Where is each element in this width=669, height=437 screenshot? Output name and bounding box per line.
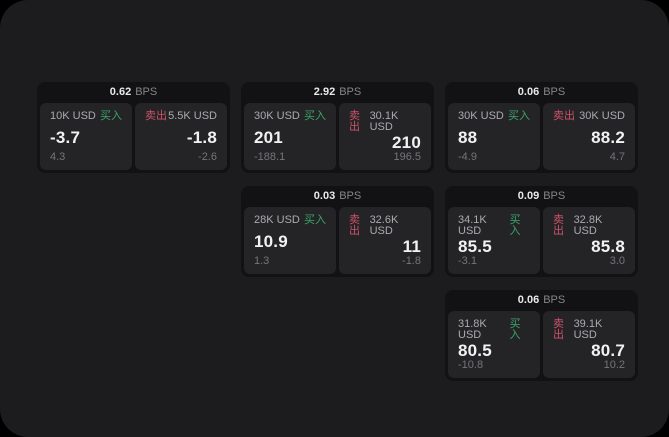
- sell-panel[interactable]: 卖出 30K USD 88.2 4.7: [543, 103, 635, 170]
- bps-unit-label: BPS: [339, 190, 362, 202]
- card-body: 28K USD 买入 10.9 1.3 卖出 32.6K USD 11 -1.8: [241, 207, 434, 277]
- card-body: 31.8K USD 买入 80.5 -10.8 卖出 39.1K USD 80.…: [445, 311, 638, 381]
- bps-value: 0.09: [517, 190, 540, 202]
- sell-sub-value: 10.2: [603, 359, 625, 371]
- card-header: 0.09 BPS: [445, 186, 638, 207]
- sell-label: 卖出: [145, 110, 167, 122]
- buy-label: 买入: [304, 214, 326, 226]
- quote-card-grid: 0.62 BPS 10K USD 买入 -3.7 4.3 卖出: [37, 82, 638, 381]
- sell-price: 85.8: [591, 237, 625, 256]
- buy-price: 10.9: [254, 231, 288, 251]
- buy-sub-value: -188.1: [254, 151, 286, 163]
- card-header: 2.92 BPS: [241, 82, 434, 103]
- quote-card: 0.03 BPS 28K USD 买入 10.9 1.3 卖出: [241, 186, 434, 277]
- buy-amount: 28K USD: [254, 214, 300, 226]
- sell-panel[interactable]: 卖出 30.1K USD 210 196.5: [339, 103, 431, 170]
- card-body: 10K USD 买入 -3.7 4.3 卖出 5.5K USD -1.8 -2.…: [37, 103, 230, 173]
- bps-unit-label: BPS: [135, 86, 158, 98]
- sell-amount: 30K USD: [579, 110, 625, 122]
- sell-label: 卖出: [349, 110, 360, 133]
- sell-panel[interactable]: 卖出 5.5K USD -1.8 -2.6: [135, 103, 227, 170]
- quote-card: 0.06 BPS 30K USD 买入 88 -4.9 卖出: [445, 82, 638, 173]
- card-body: 30K USD 买入 201 -188.1 卖出 30.1K USD 210 1…: [241, 103, 434, 173]
- buy-panel[interactable]: 31.8K USD 买入 80.5 -10.8: [448, 311, 540, 378]
- bps-value: 2.92: [313, 86, 336, 98]
- bps-value: 0.03: [313, 190, 336, 202]
- sell-price: 88.2: [591, 127, 625, 147]
- sell-sub-value: 4.7: [609, 151, 625, 163]
- sell-panel[interactable]: 卖出 39.1K USD 80.7 10.2: [543, 311, 635, 378]
- buy-panel[interactable]: 30K USD 买入 201 -188.1: [244, 103, 336, 170]
- buy-label: 买入: [100, 110, 122, 122]
- quote-card: 0.09 BPS 34.1K USD 买入 85.5 -3.1 卖出: [445, 186, 638, 277]
- card-header: 0.06 BPS: [445, 290, 638, 311]
- sell-amount: 32.6K USD: [369, 214, 399, 237]
- sell-sub-value: -1.8: [402, 255, 421, 267]
- sell-label: 卖出: [553, 318, 564, 341]
- card-header: 0.62 BPS: [37, 82, 230, 103]
- sell-panel[interactable]: 卖出 32.6K USD 11 -1.8: [339, 207, 431, 274]
- buy-price: 201: [254, 127, 283, 147]
- buy-amount: 10K USD: [50, 110, 96, 122]
- buy-panel[interactable]: 30K USD 买入 88 -4.9: [448, 103, 540, 170]
- quote-card: 2.92 BPS 30K USD 买入 201 -188.1 卖出: [241, 82, 434, 173]
- card-header: 0.06 BPS: [445, 82, 638, 103]
- buy-label: 买入: [509, 214, 521, 237]
- buy-price: 85.5: [458, 237, 492, 256]
- sell-amount: 32.8K USD: [573, 214, 603, 237]
- buy-panel[interactable]: 34.1K USD 买入 85.5 -3.1: [448, 207, 540, 274]
- buy-price: 88: [458, 127, 478, 147]
- quote-card: 0.06 BPS 31.8K USD 买入 80.5 -10.8 卖: [445, 290, 638, 381]
- sell-panel[interactable]: 卖出 32.8K USD 85.8 3.0: [543, 207, 635, 274]
- sell-label: 卖出: [349, 214, 360, 237]
- buy-sub-value: -4.9: [458, 151, 477, 163]
- bps-value: 0.62: [109, 86, 132, 98]
- bps-value: 0.06: [517, 294, 540, 306]
- sell-amount: 30.1K USD: [369, 110, 399, 133]
- buy-price: 80.5: [458, 341, 492, 360]
- buy-panel[interactable]: 10K USD 买入 -3.7 4.3: [40, 103, 132, 170]
- buy-sub-value: 1.3: [254, 255, 270, 267]
- bps-unit-label: BPS: [543, 190, 566, 202]
- card-body: 34.1K USD 买入 85.5 -3.1 卖出 32.8K USD 85.8…: [445, 207, 638, 277]
- sell-amount: 39.1K USD: [573, 318, 603, 341]
- buy-amount: 34.1K USD: [458, 214, 487, 237]
- sell-price: -1.8: [186, 127, 217, 147]
- sell-label: 卖出: [553, 214, 564, 237]
- sell-sub-value: -2.6: [198, 151, 217, 163]
- buy-panel[interactable]: 28K USD 买入 10.9 1.3: [244, 207, 336, 274]
- buy-price: -3.7: [50, 127, 81, 147]
- card-header: 0.03 BPS: [241, 186, 434, 207]
- buy-amount: 30K USD: [254, 110, 300, 122]
- sell-sub-value: 3.0: [609, 255, 625, 267]
- card-body: 30K USD 买入 88 -4.9 卖出 30K USD 88.2 4.7: [445, 103, 638, 173]
- sell-amount: 5.5K USD: [168, 110, 217, 122]
- buy-sub-value: -3.1: [458, 255, 477, 267]
- buy-sub-value: 4.3: [50, 151, 66, 163]
- bps-unit-label: BPS: [339, 86, 362, 98]
- buy-label: 买入: [508, 110, 530, 122]
- sell-price: 80.7: [591, 341, 625, 360]
- buy-label: 买入: [304, 110, 326, 122]
- buy-amount: 31.8K USD: [458, 318, 487, 341]
- bps-unit-label: BPS: [543, 86, 566, 98]
- buy-sub-value: -10.8: [458, 359, 484, 371]
- sell-price: 11: [402, 237, 421, 256]
- sell-sub-value: 196.5: [393, 151, 421, 163]
- buy-amount: 30K USD: [458, 110, 504, 122]
- sell-price: 210: [392, 133, 421, 152]
- bps-unit-label: BPS: [543, 294, 566, 306]
- buy-label: 买入: [509, 318, 521, 341]
- sell-label: 卖出: [553, 110, 575, 122]
- quote-card: 0.62 BPS 10K USD 买入 -3.7 4.3 卖出: [37, 82, 230, 173]
- bps-value: 0.06: [517, 86, 540, 98]
